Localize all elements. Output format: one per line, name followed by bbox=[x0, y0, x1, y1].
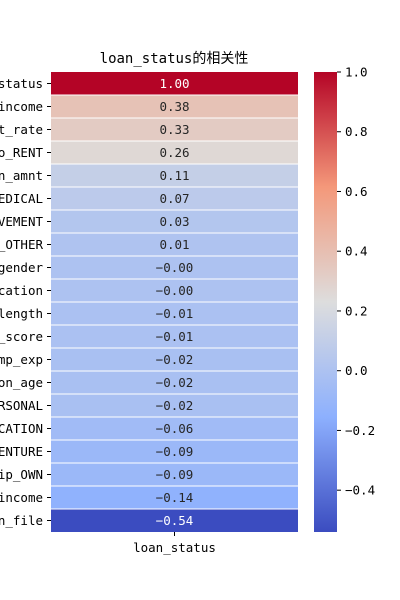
cell-value-label: −0.01 bbox=[156, 329, 194, 344]
cell-value-label: 0.38 bbox=[159, 99, 189, 114]
y-tick-label: income bbox=[0, 99, 43, 114]
heatmap-cell bbox=[51, 72, 298, 95]
cell-value-label: −0.02 bbox=[156, 352, 194, 367]
y-tick-label: EDICAL bbox=[0, 191, 43, 206]
cell-value-label: −0.09 bbox=[156, 444, 194, 459]
chart-title: loan_status的相关性 bbox=[100, 51, 249, 67]
y-tick-label: income bbox=[0, 490, 43, 505]
colorbar-tick-label: 0.4 bbox=[345, 244, 368, 259]
cell-value-label: −0.09 bbox=[156, 467, 194, 482]
y-tick-label: n_file bbox=[0, 513, 43, 528]
y-tick-label: ENTURE bbox=[0, 444, 43, 459]
colorbar: 1.0 0.8 0.6 0.4 0.2 0.0 −0.2 −0.4 bbox=[314, 65, 375, 532]
cell-value-label: −0.02 bbox=[156, 398, 194, 413]
heatmap-cell bbox=[51, 486, 298, 509]
y-tick-label: t_rate bbox=[0, 122, 43, 137]
y-tick-label: length bbox=[0, 306, 43, 321]
y-tick-label: ip_OWN bbox=[0, 467, 43, 482]
cell-value-label: 0.03 bbox=[159, 214, 189, 229]
y-tick-label: VEMENT bbox=[0, 214, 43, 229]
heatmap-cell bbox=[51, 325, 298, 348]
heatmap-cell bbox=[51, 233, 298, 256]
heatmap-cell bbox=[51, 463, 298, 486]
heatmap-cells: 1.00 0.38 0.33 0.26 0.11 0.07 0.03 0.01 −0.00 −0.… bbox=[51, 72, 298, 532]
y-tick-label: _score bbox=[0, 329, 43, 344]
heatmap-cell bbox=[51, 348, 298, 371]
y-tick-label: CATION bbox=[0, 421, 43, 436]
y-tick-label: n_amnt bbox=[0, 168, 43, 183]
colorbar-tick-label: 1.0 bbox=[345, 65, 368, 80]
cell-value-label: 0.33 bbox=[159, 122, 189, 137]
x-tick-label: loan_status bbox=[133, 540, 216, 555]
heatmap-cell bbox=[51, 394, 298, 417]
heatmap-cell bbox=[51, 118, 298, 141]
heatmap-cell bbox=[51, 509, 298, 532]
heatmap-cell bbox=[51, 279, 298, 302]
colorbar-tick-label: −0.4 bbox=[345, 483, 375, 498]
cell-value-label: −0.14 bbox=[156, 490, 194, 505]
heatmap-cell bbox=[51, 95, 298, 118]
heatmap-cell bbox=[51, 417, 298, 440]
y-tick-label: o_RENT bbox=[0, 145, 43, 160]
cell-value-label: −0.00 bbox=[156, 260, 194, 275]
y-tick-label: _OTHER bbox=[0, 237, 43, 252]
heatmap-cell bbox=[51, 302, 298, 325]
heatmap-cell bbox=[51, 187, 298, 210]
colorbar-tick-label: 0.8 bbox=[345, 124, 368, 139]
colorbar-tick-label: 0.2 bbox=[345, 303, 368, 318]
heatmap-cell bbox=[51, 210, 298, 233]
cell-value-label: 0.26 bbox=[159, 145, 189, 160]
heatmap-cell bbox=[51, 141, 298, 164]
colorbar-tick-label: 0.0 bbox=[345, 363, 368, 378]
cell-value-label: 0.01 bbox=[159, 237, 189, 252]
cell-value-label: −0.01 bbox=[156, 306, 194, 321]
heatmap-cell bbox=[51, 256, 298, 279]
colorbar-tick-label: 0.6 bbox=[345, 184, 368, 199]
y-tick-labels: status income t_rate o_RENT n_amnt EDICAL VEME… bbox=[0, 76, 51, 528]
cell-value-label: 0.11 bbox=[159, 168, 189, 183]
heatmap-cell bbox=[51, 371, 298, 394]
cell-value-label: 1.00 bbox=[159, 76, 189, 91]
cell-value-label: 0.07 bbox=[159, 191, 189, 206]
heatmap-cell bbox=[51, 440, 298, 463]
y-tick-label: RSONAL bbox=[0, 398, 43, 413]
colorbar-gradient bbox=[314, 72, 337, 532]
colorbar-tick-label: −0.2 bbox=[345, 423, 375, 438]
x-tick-labels: loan_status bbox=[133, 532, 216, 555]
cell-value-label: −0.06 bbox=[156, 421, 194, 436]
cell-value-label: −0.02 bbox=[156, 375, 194, 390]
y-tick-label: gender bbox=[0, 260, 43, 275]
heatmap-cell bbox=[51, 164, 298, 187]
y-tick-label: mp_exp bbox=[0, 352, 43, 367]
cell-value-label: −0.00 bbox=[156, 283, 194, 298]
cell-value-label: −0.54 bbox=[156, 513, 194, 528]
y-tick-label: cation bbox=[0, 283, 43, 298]
y-tick-label: on_age bbox=[0, 375, 43, 390]
y-tick-label: status bbox=[0, 76, 43, 91]
